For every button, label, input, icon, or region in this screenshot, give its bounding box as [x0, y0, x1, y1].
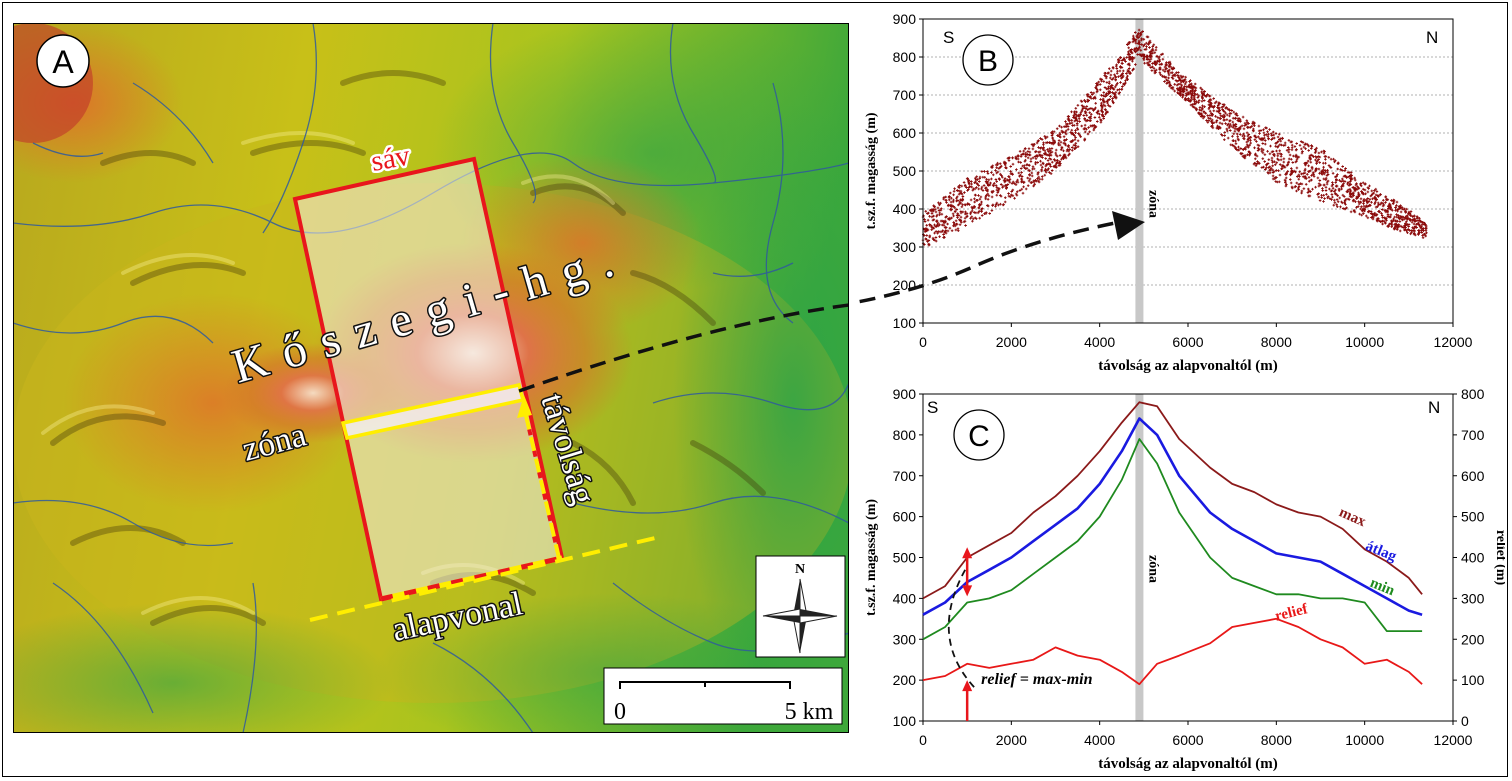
- y2-tick-label-c: 200: [1461, 631, 1485, 647]
- y-tick-label-b: 700: [893, 87, 917, 103]
- y2-axis-label-c: relief (m): [1493, 530, 1505, 586]
- plot-frame-c: [922, 393, 1454, 722]
- y-tick-label-c: 600: [893, 509, 917, 525]
- y-tick-label-c: 700: [893, 468, 917, 484]
- y2-tick-label-c: 700: [1461, 427, 1485, 443]
- x-tick-label-b: 6000: [1172, 334, 1203, 350]
- y2-tick-label-c: 400: [1461, 550, 1485, 566]
- north-arrow: N: [755, 555, 846, 658]
- band-label: sáv: [369, 140, 413, 178]
- y2-tick-label-c: 500: [1461, 509, 1485, 525]
- zone-band-c: [1135, 394, 1144, 721]
- series-label-relief: relief: [1273, 601, 1310, 625]
- y-tick-label-b: 800: [893, 49, 917, 65]
- series-label-min: min: [1368, 575, 1398, 599]
- plot-frame-b: [922, 18, 1454, 324]
- south-label-b: S: [943, 28, 954, 47]
- series-line-relief: [922, 617, 1423, 686]
- y2-tick-label-c: 600: [1461, 468, 1485, 484]
- panel-letter-c: C: [968, 420, 990, 453]
- x-axis-label-b: távolság az alapvonaltól (m): [1098, 358, 1278, 374]
- y-axis-label-b: t.sz.f. magasság (m): [864, 112, 879, 229]
- y-tick-label-b: 200: [893, 277, 917, 293]
- y-tick-label-b: 900: [893, 11, 917, 27]
- zone-label-c: zóna: [1145, 555, 1160, 583]
- x-tick-label-c: 8000: [1261, 732, 1292, 748]
- y2-tick-label-c: 800: [1461, 386, 1485, 402]
- series-line-min: [922, 438, 1423, 641]
- x-tick-label-b: 4000: [1084, 334, 1115, 350]
- arrow-head-relief: [962, 680, 973, 692]
- scale-bar: 0 5 km: [603, 667, 843, 725]
- y-tick-label-c: 400: [893, 590, 917, 606]
- north-label: N: [795, 562, 805, 577]
- baseline-line: [309, 536, 656, 622]
- x-tick-label-b: 0: [919, 334, 927, 350]
- y-tick-label-b: 600: [893, 125, 917, 141]
- arrow-head-down: [962, 585, 973, 597]
- panel-label-c: [953, 409, 1005, 461]
- x-tick-label-c: 0: [919, 732, 927, 748]
- x-tick-label-c: 10000: [1345, 732, 1384, 748]
- arrow-head-b: [1112, 211, 1145, 240]
- map-panel: A sáv Kőszegi-hg. zóna távolság alapvona…: [13, 23, 849, 733]
- series-line-max: [922, 401, 1423, 600]
- south-label-c: S: [927, 398, 938, 417]
- y-tick-label-c: 500: [893, 550, 917, 566]
- y2-tick-label-c: 100: [1461, 672, 1485, 688]
- y-tick-label-b: 100: [893, 315, 917, 331]
- map-border: [13, 23, 849, 733]
- x-tick-label-c: 6000: [1172, 732, 1203, 748]
- panel-letter-a: A: [52, 44, 74, 80]
- north-label-b: N: [1426, 28, 1438, 47]
- x-tick-label-c: 2000: [996, 732, 1027, 748]
- x-tick-label-c: 4000: [1084, 732, 1115, 748]
- y-tick-label-c: 300: [893, 631, 917, 647]
- x-tick-label-b: 2000: [996, 334, 1027, 350]
- panel-label-b: [962, 34, 1014, 86]
- x-tick-label-b: 8000: [1261, 334, 1292, 350]
- scale-end: 5 km: [785, 699, 834, 725]
- scatter-point-cloud: [921, 28, 1428, 247]
- series-label-max: max: [1337, 504, 1369, 530]
- y2-tick-label-c: 0: [1461, 713, 1469, 729]
- zone-label-b: zóna: [1145, 190, 1160, 218]
- y-tick-label-b: 500: [893, 163, 917, 179]
- x-axis-label-c: távolság az alapvonaltól (m): [1098, 756, 1278, 772]
- relief-formula-annotation: relief = max-min: [981, 671, 1092, 688]
- y-tick-label-b: 400: [893, 201, 917, 217]
- y-tick-label-c: 100: [893, 713, 917, 729]
- arrow-head-up: [962, 547, 973, 559]
- zone-band-b: [1135, 19, 1144, 323]
- series-line-atlag: [922, 417, 1423, 616]
- y-tick-label-c: 200: [893, 672, 917, 688]
- chart-b: 100 200 300 400 500 600 700 800 900 0 2000 4000 6000…: [855, 11, 1473, 374]
- annotation-leader: [947, 569, 978, 691]
- scale-start: 0: [614, 699, 626, 725]
- panel-letter-b: B: [978, 45, 998, 78]
- link-arrow-b: [855, 220, 1121, 305]
- x-tick-label-c: 12000: [1434, 732, 1473, 748]
- north-label-c: N: [1428, 398, 1440, 417]
- y-tick-label-c: 900: [893, 386, 917, 402]
- panel-label-a: [36, 34, 90, 88]
- scatter-points: [921, 28, 1428, 247]
- y2-tick-label-c: 300: [1461, 590, 1485, 606]
- chart-c: 1002003004005006007008009000100200300400…: [864, 386, 1505, 772]
- x-tick-label-b: 10000: [1345, 334, 1384, 350]
- series-label-atlag: átlag: [1363, 538, 1399, 565]
- y-tick-label-c: 800: [893, 427, 917, 443]
- y-axis-label-c: t.sz.f. magasság (m): [864, 499, 879, 616]
- y-tick-label-b: 300: [893, 239, 917, 255]
- x-tick-label-b: 12000: [1434, 334, 1473, 350]
- link-arrow-to-b: [518, 303, 849, 393]
